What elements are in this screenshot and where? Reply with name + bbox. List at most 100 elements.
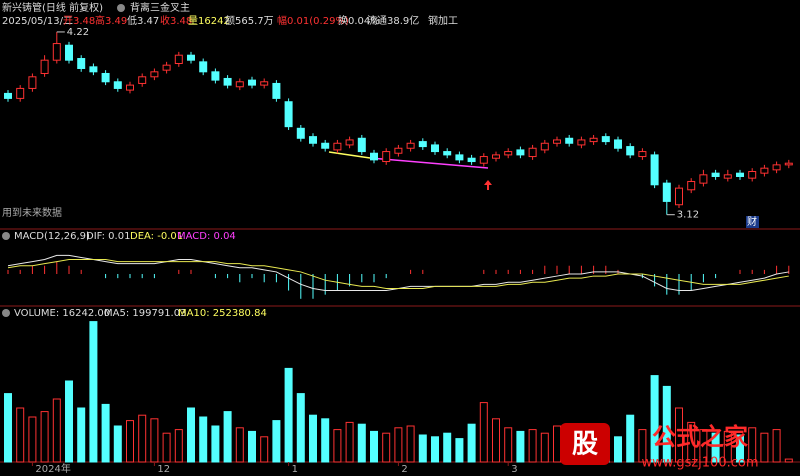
- volume-bar: [40, 411, 49, 463]
- macd-line: [7, 259, 789, 289]
- candle-body: [126, 84, 134, 91]
- volume-bar: [309, 414, 317, 463]
- candle-body: [394, 147, 403, 154]
- candle-body: [235, 81, 244, 88]
- volume-bar: [626, 414, 635, 463]
- candle-body: [89, 66, 98, 73]
- candle-body: [638, 151, 647, 158]
- candle-body: [455, 154, 464, 161]
- badge-bg: [746, 216, 759, 228]
- volume-bar: [65, 380, 73, 463]
- volume-bar: [760, 432, 769, 463]
- candle-body: [138, 76, 147, 84]
- candle-body: [52, 43, 61, 61]
- quote-item: 低3.47: [127, 14, 159, 27]
- volume-bar: [784, 458, 793, 463]
- candle-body: [675, 187, 683, 206]
- watermark-logo: [560, 423, 610, 465]
- x-tick-label: 3: [511, 464, 517, 475]
- candle-body: [479, 156, 488, 164]
- volume-bar: [345, 421, 354, 463]
- candle-body: [211, 71, 220, 81]
- volume-bar: [357, 423, 366, 463]
- volume-bar: [736, 434, 744, 463]
- icon: [117, 4, 125, 12]
- watermark: 股 公式之家 www.gszj100.com: [560, 423, 759, 471]
- quote-item: 高3.49: [95, 14, 127, 27]
- candle-body: [699, 174, 708, 184]
- candle-body: [174, 54, 183, 65]
- volume-bar: [260, 436, 269, 463]
- macd-label: MACD(12,26,9): [14, 231, 90, 242]
- volume-bar: [638, 429, 647, 463]
- volume-bar: [162, 432, 171, 463]
- quote-item: 流通38.9亿: [367, 14, 419, 27]
- candle-body: [150, 71, 159, 78]
- volume-bar: [431, 436, 439, 463]
- candle-body: [431, 144, 439, 153]
- watermark-url: www.gszj100.com: [641, 456, 758, 471]
- candle-body: [260, 81, 269, 86]
- candle-body: [565, 137, 574, 144]
- candle-body: [467, 157, 476, 163]
- volume-bar: [223, 411, 232, 463]
- candle-body: [723, 174, 732, 179]
- candle-body: [296, 127, 305, 139]
- badge: 财: [747, 215, 757, 228]
- candle-body: [28, 76, 37, 89]
- x-tick-label: 12: [157, 464, 170, 475]
- volume-bar: [699, 429, 708, 463]
- volume-bar: [467, 423, 476, 463]
- volume-bar: [528, 429, 537, 463]
- candle-body: [601, 136, 610, 143]
- candle-body: [492, 154, 500, 159]
- volume-bar: [772, 429, 781, 463]
- candle-body: [516, 149, 525, 156]
- volume-bar: [614, 436, 622, 463]
- volume-bar: [370, 430, 378, 463]
- volume-bar: [479, 402, 488, 463]
- candle-body: [504, 151, 513, 156]
- volume-bar: [284, 367, 293, 463]
- volume-label: VOLUME: 16242.00: [14, 308, 110, 319]
- quote-item: 钢加工: [428, 14, 458, 27]
- volume-bar: [687, 421, 696, 463]
- candle-body: [309, 136, 317, 144]
- candle-body: [16, 87, 25, 99]
- candle-body: [4, 92, 12, 99]
- volume-bar: [443, 432, 452, 463]
- volume-bar: [101, 403, 110, 463]
- volume-bar: [394, 427, 403, 463]
- volume-bar: [52, 398, 61, 463]
- candle-body: [589, 137, 598, 143]
- volume-bar: [296, 393, 305, 463]
- volume-bar: [199, 416, 208, 463]
- volume-bar: [455, 438, 464, 463]
- volume-bar: [662, 385, 671, 463]
- volume-bar: [211, 425, 220, 463]
- candle-body: [528, 147, 537, 158]
- note: 用到未来数据: [2, 206, 62, 219]
- macd-label: DEA: -0.01: [130, 231, 183, 242]
- volume-bar: [711, 432, 720, 463]
- quote-item: 收3.48: [160, 14, 192, 27]
- watermark-logo-text: 股: [572, 430, 598, 460]
- volume-bar: [553, 425, 561, 463]
- quote-item: 量16242: [188, 15, 230, 27]
- candle-body: [687, 180, 696, 191]
- candle-body: [40, 59, 49, 74]
- candle-body: [662, 182, 671, 202]
- candle-body: [321, 142, 330, 149]
- volume-bar: [272, 420, 281, 463]
- volume-bar: [4, 393, 12, 463]
- volume-bar: [248, 430, 256, 463]
- volume-bar: [321, 418, 330, 463]
- volume-bar: [504, 427, 513, 463]
- volume-label: MA10: 252380.84: [178, 308, 267, 319]
- candle-body: [748, 171, 757, 179]
- quote-item: 幅0.01(0.29%): [277, 14, 349, 27]
- indicator-name: 背离三金叉主: [130, 1, 190, 14]
- candle-body: [101, 72, 110, 83]
